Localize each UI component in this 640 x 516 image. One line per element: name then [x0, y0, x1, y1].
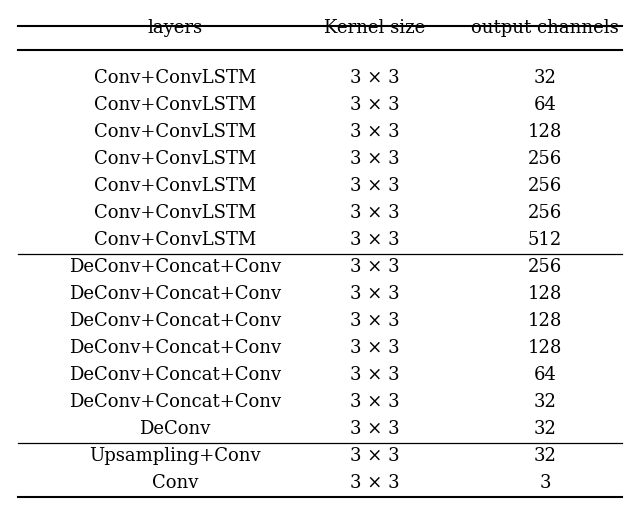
Text: 32: 32: [534, 447, 556, 465]
Text: DeConv+Concat+Conv: DeConv+Concat+Conv: [69, 258, 281, 276]
Text: 3 × 3: 3 × 3: [350, 339, 400, 357]
Text: 3 × 3: 3 × 3: [350, 231, 400, 249]
Text: Conv+ConvLSTM: Conv+ConvLSTM: [94, 177, 256, 195]
Text: Conv+ConvLSTM: Conv+ConvLSTM: [94, 150, 256, 168]
Text: 3 × 3: 3 × 3: [350, 96, 400, 114]
Text: DeConv+Concat+Conv: DeConv+Concat+Conv: [69, 312, 281, 330]
Text: 128: 128: [528, 339, 562, 357]
Text: DeConv+Concat+Conv: DeConv+Concat+Conv: [69, 285, 281, 303]
Text: DeConv+Concat+Conv: DeConv+Concat+Conv: [69, 339, 281, 357]
Text: 3 × 3: 3 × 3: [350, 123, 400, 141]
Text: 3 × 3: 3 × 3: [350, 393, 400, 411]
Text: output channels: output channels: [471, 19, 619, 37]
Text: 3 × 3: 3 × 3: [350, 312, 400, 330]
Text: Conv+ConvLSTM: Conv+ConvLSTM: [94, 96, 256, 114]
Text: DeConv+Concat+Conv: DeConv+Concat+Conv: [69, 393, 281, 411]
Text: Conv+ConvLSTM: Conv+ConvLSTM: [94, 231, 256, 249]
Text: 3: 3: [540, 474, 551, 492]
Text: DeConv+Concat+Conv: DeConv+Concat+Conv: [69, 366, 281, 384]
Text: 128: 128: [528, 312, 562, 330]
Text: Conv+ConvLSTM: Conv+ConvLSTM: [94, 123, 256, 141]
Text: 3 × 3: 3 × 3: [350, 258, 400, 276]
Text: 32: 32: [534, 420, 556, 438]
Text: DeConv: DeConv: [140, 420, 211, 438]
Text: 256: 256: [528, 204, 562, 222]
Text: 32: 32: [534, 69, 556, 87]
Text: 64: 64: [534, 96, 556, 114]
Text: 3 × 3: 3 × 3: [350, 474, 400, 492]
Text: 64: 64: [534, 366, 556, 384]
Text: layers: layers: [147, 19, 203, 37]
Text: 32: 32: [534, 393, 556, 411]
Text: 3 × 3: 3 × 3: [350, 420, 400, 438]
Text: 128: 128: [528, 285, 562, 303]
Text: 3 × 3: 3 × 3: [350, 177, 400, 195]
Text: 3 × 3: 3 × 3: [350, 447, 400, 465]
Text: Conv: Conv: [152, 474, 198, 492]
Text: 256: 256: [528, 258, 562, 276]
Text: 512: 512: [528, 231, 562, 249]
Text: 3 × 3: 3 × 3: [350, 285, 400, 303]
Text: 256: 256: [528, 150, 562, 168]
Text: Upsampling+Conv: Upsampling+Conv: [89, 447, 261, 465]
Text: 3 × 3: 3 × 3: [350, 204, 400, 222]
Text: 3 × 3: 3 × 3: [350, 366, 400, 384]
Text: 3 × 3: 3 × 3: [350, 150, 400, 168]
Text: 256: 256: [528, 177, 562, 195]
Text: 3 × 3: 3 × 3: [350, 69, 400, 87]
Text: Conv+ConvLSTM: Conv+ConvLSTM: [94, 204, 256, 222]
Text: Kernel size: Kernel size: [324, 19, 426, 37]
Text: Conv+ConvLSTM: Conv+ConvLSTM: [94, 69, 256, 87]
Text: 128: 128: [528, 123, 562, 141]
